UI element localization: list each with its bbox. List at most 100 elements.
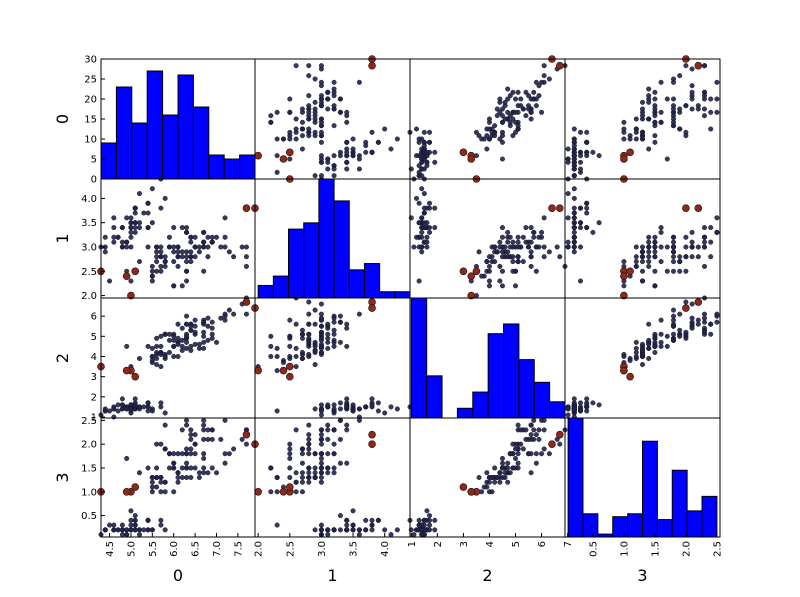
panel-2-2 [409, 297, 566, 419]
scatter-point [646, 263, 652, 269]
x-tick-label: 6.0 [169, 541, 180, 557]
scatter-point [528, 239, 534, 245]
scatter-point [664, 333, 670, 339]
scatter-point [513, 446, 519, 452]
scatter-point [695, 321, 701, 327]
scatter-point [306, 422, 312, 428]
scatter-point [596, 402, 602, 408]
hist-bar [288, 228, 305, 299]
y-tick-label: 3.5 [81, 218, 97, 229]
scatter-point [306, 73, 312, 79]
scatter-point [166, 465, 172, 471]
scatter-point [492, 259, 498, 265]
scatter-point [427, 139, 433, 145]
scatter-point [149, 345, 155, 351]
scatter-point [179, 451, 185, 457]
scatter-point [154, 484, 160, 490]
scatter-point [192, 432, 198, 438]
scatter-point [325, 465, 331, 471]
scatter-point [226, 307, 232, 313]
scatter-point [318, 63, 324, 69]
scatter-point [136, 220, 142, 226]
scatter-point [515, 451, 521, 457]
scatter-point [111, 239, 117, 245]
scatter-point [299, 356, 305, 362]
scatter-point [492, 244, 498, 250]
scatter-point [201, 436, 207, 442]
scatter-point [201, 422, 207, 428]
scatter-point [115, 527, 121, 533]
scatter-point [192, 254, 198, 260]
scatter-point [497, 470, 503, 476]
scatter-point [479, 273, 485, 279]
scatter-point [416, 163, 422, 169]
scatter-point [166, 331, 172, 337]
scatter-point [331, 79, 337, 85]
scatter-point [571, 153, 577, 159]
scatter-point [226, 249, 232, 255]
scatter-point [427, 522, 433, 528]
scatter-point [507, 234, 513, 240]
scatter-point [523, 225, 529, 231]
scatter-point [171, 225, 177, 231]
scatter-point [119, 225, 125, 231]
highlight-point [626, 372, 634, 381]
scatter-point [201, 451, 207, 457]
scatter-point [499, 455, 505, 461]
scatter-point [658, 331, 664, 337]
scatter-point [510, 133, 516, 139]
scatter-point [287, 129, 293, 135]
scatter-point [274, 368, 280, 374]
scatter-point [184, 333, 190, 339]
scatter-point [243, 263, 249, 269]
hist-bar [472, 391, 489, 419]
scatter-point [484, 259, 490, 265]
scatter-point [175, 470, 181, 476]
highlight-point [472, 267, 481, 276]
scatter-point [518, 103, 524, 109]
highlight-point [555, 430, 564, 439]
scatter-point [299, 446, 305, 452]
scatter-point [702, 263, 708, 269]
scatter-point [513, 109, 519, 115]
scatter-point [201, 339, 207, 345]
scatter-point [565, 239, 571, 245]
scatter-point [507, 451, 513, 457]
highlight-point [548, 440, 556, 448]
scatter-point [184, 278, 190, 284]
scatter-point [102, 527, 108, 533]
scatter-point [520, 234, 526, 240]
panel-3-2 [408, 417, 568, 538]
scatter-point [518, 427, 524, 433]
scatter-point [695, 106, 701, 112]
scatter-point [505, 96, 511, 102]
scatter-point [299, 146, 305, 152]
scatter-point [416, 517, 422, 523]
scatter-point [499, 460, 505, 466]
scatter-point [369, 522, 375, 528]
scatter-point [179, 325, 185, 331]
scatter-point [128, 220, 134, 226]
scatter-point [541, 254, 547, 260]
scatter-point [119, 244, 125, 250]
scatter-point [683, 254, 689, 260]
scatter-point [375, 408, 381, 414]
scatter-point [424, 508, 430, 514]
scatter-point [107, 522, 113, 528]
scatter-point [652, 283, 658, 289]
scatter-point [536, 93, 542, 99]
scatter-point [312, 475, 318, 481]
scatter-point [683, 244, 689, 250]
y-tick-label: 3.0 [81, 243, 97, 254]
scatter-point [671, 259, 677, 265]
scatter-point [578, 244, 584, 250]
scatter-point [175, 244, 181, 250]
scatter-point [171, 489, 177, 495]
scatter-point [419, 249, 425, 255]
scatter-point [578, 129, 584, 135]
scatter-point [646, 321, 652, 327]
scatter-point [419, 186, 425, 192]
scatter-point [531, 96, 537, 102]
y-tick-label: 20 [84, 95, 97, 106]
